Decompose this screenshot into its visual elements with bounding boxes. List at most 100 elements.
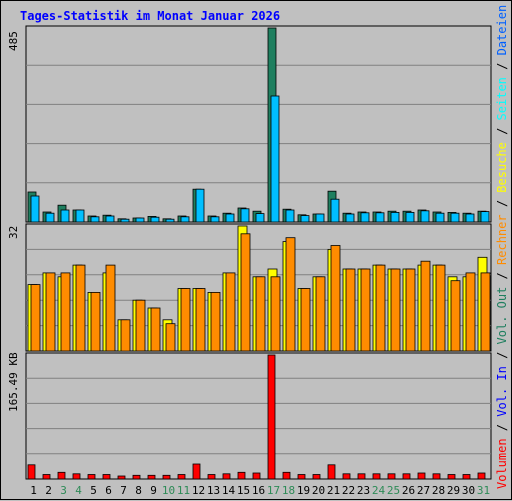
- bar-visits-rechner-28: [435, 264, 446, 352]
- x-tick-label-13: 13: [207, 484, 220, 497]
- bar-volume-volumen-12: [192, 463, 201, 480]
- x-tick-label-6: 6: [105, 484, 112, 497]
- x-tick-label-11: 11: [177, 484, 190, 497]
- bar-volume-volumen-26: [402, 473, 411, 480]
- bar-visits-rechner-9: [150, 307, 161, 352]
- panel-volume: [25, 352, 492, 480]
- bar-volume-volumen-6: [102, 474, 111, 480]
- bar-volume-volumen-22: [342, 473, 351, 480]
- panel-requests: [25, 25, 492, 223]
- bar-visits-rechner-13: [210, 291, 221, 352]
- bar-requests-dateien-10: [165, 218, 175, 223]
- bar-visits-rechner-17: [270, 276, 281, 352]
- bar-volume-volumen-3: [57, 471, 66, 480]
- bar-requests-dateien-28: [435, 212, 445, 223]
- bar-requests-dateien-9: [150, 216, 160, 223]
- bar-visits-rechner-15: [240, 233, 251, 352]
- bar-visits-rechner-4: [75, 264, 86, 352]
- bar-visits-rechner-18: [285, 237, 296, 352]
- bar-visits-rechner-11: [180, 288, 191, 352]
- x-tick-label-7: 7: [120, 484, 127, 497]
- bar-volume-volumen-19: [297, 474, 306, 480]
- bar-visits-rechner-30: [465, 272, 476, 352]
- bar-requests-dateien-19: [300, 215, 310, 223]
- bar-volume-volumen-17: [267, 354, 276, 480]
- bar-volume-volumen-14: [222, 473, 231, 480]
- bar-requests-dateien-14: [225, 213, 235, 223]
- bar-volume-volumen-20: [312, 474, 321, 480]
- bar-volume-volumen-29: [447, 474, 456, 480]
- x-tick-label-5: 5: [90, 484, 97, 497]
- x-tick-label-18: 18: [282, 484, 295, 497]
- bar-volume-volumen-1: [27, 464, 36, 480]
- bar-volume-volumen-2: [42, 474, 51, 480]
- bar-requests-dateien-24: [375, 212, 385, 223]
- x-tick-label-23: 23: [357, 484, 370, 497]
- bar-requests-dateien-11: [180, 216, 190, 223]
- bar-visits-rechner-20: [315, 276, 326, 352]
- x-tick-label-1: 1: [30, 484, 37, 497]
- x-tick-label-28: 28: [432, 484, 445, 497]
- x-tick-label-12: 12: [192, 484, 205, 497]
- bar-requests-dateien-17: [270, 95, 280, 223]
- x-tick-label-8: 8: [135, 484, 142, 497]
- bar-requests-dateien-16: [255, 213, 265, 223]
- bar-visits-rechner-24: [375, 264, 386, 352]
- x-tick-label-10: 10: [162, 484, 175, 497]
- x-tick-label-25: 25: [387, 484, 400, 497]
- x-tick-label-31: 31: [477, 484, 490, 497]
- x-tick-label-19: 19: [297, 484, 310, 497]
- bar-requests-dateien-15: [240, 208, 250, 223]
- x-tick-label-21: 21: [327, 484, 340, 497]
- bar-requests-dateien-7: [120, 218, 130, 223]
- x-tick-label-14: 14: [222, 484, 236, 497]
- bar-requests-dateien-22: [345, 213, 355, 223]
- bar-requests-dateien-5: [90, 216, 100, 223]
- bar-visits-rechner-25: [390, 268, 401, 352]
- bar-visits-rechner-5: [90, 291, 101, 352]
- bar-visits-rechner-10: [165, 323, 176, 352]
- x-tick-label-9: 9: [150, 484, 157, 497]
- bar-requests-dateien-25: [390, 211, 400, 223]
- bar-volume-volumen-18: [282, 471, 291, 480]
- bar-requests-dateien-12: [195, 188, 205, 223]
- x-tick-label-29: 29: [447, 484, 460, 497]
- bar-volume-volumen-13: [207, 474, 216, 480]
- bar-visits-rechner-26: [405, 268, 416, 352]
- bar-volume-volumen-30: [462, 474, 471, 480]
- bar-requests-dateien-21: [330, 198, 340, 223]
- bar-visits-rechner-6: [105, 264, 116, 352]
- bar-visits-rechner-29: [450, 280, 461, 352]
- x-tick-label-27: 27: [417, 484, 430, 497]
- bar-visits-rechner-14: [225, 272, 236, 352]
- bar-volume-volumen-23: [357, 473, 366, 480]
- bar-requests-dateien-1: [30, 195, 40, 223]
- bar-volume-volumen-10: [162, 474, 171, 480]
- x-tick-label-3: 3: [60, 484, 67, 497]
- bar-volume-volumen-31: [477, 472, 486, 480]
- bar-volume-volumen-8: [132, 474, 141, 480]
- bar-visits-rechner-21: [330, 245, 341, 352]
- bar-volume-volumen-5: [87, 474, 96, 480]
- bar-requests-dateien-31: [480, 211, 490, 223]
- bar-volume-volumen-9: [147, 474, 156, 480]
- bar-visits-rechner-3: [60, 272, 71, 352]
- bar-visits-rechner-1: [30, 284, 41, 352]
- bar-volume-volumen-24: [372, 473, 381, 480]
- bar-visits-rechner-7: [120, 319, 131, 352]
- bar-requests-dateien-13: [210, 216, 220, 223]
- bar-requests-dateien-20: [315, 213, 325, 223]
- chart-title: Tages-Statistik im Monat Januar 2026: [20, 9, 281, 23]
- bar-requests-dateien-4: [75, 209, 85, 223]
- x-tick-label-2: 2: [45, 484, 52, 497]
- x-tick-label-17: 17: [267, 484, 280, 497]
- bar-visits-rechner-27: [420, 260, 431, 352]
- x-tick-label-30: 30: [462, 484, 475, 497]
- bar-requests-dateien-27: [420, 210, 430, 223]
- x-tick-label-16: 16: [252, 484, 265, 497]
- bar-volume-volumen-25: [387, 473, 396, 480]
- x-tick-label-26: 26: [402, 484, 415, 497]
- bar-volume-volumen-4: [72, 473, 81, 480]
